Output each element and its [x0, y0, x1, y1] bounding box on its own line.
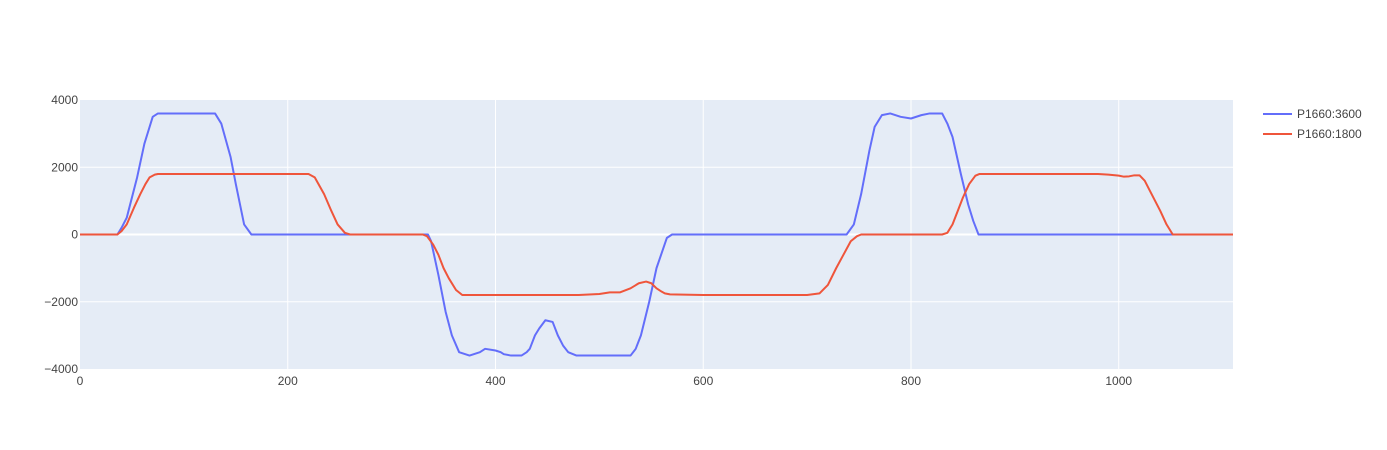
x-tick-label: 800: [901, 374, 921, 388]
legend-label: P1660:3600: [1297, 107, 1362, 121]
y-tick-label: 0: [71, 228, 78, 242]
legend-item[interactable]: P1660:1800: [1263, 127, 1362, 141]
series-line-2: [80, 172, 1233, 297]
x-tick-label: 1000: [1105, 374, 1132, 388]
series-line-1: [80, 112, 1233, 357]
y-tick-label: 2000: [51, 160, 78, 174]
y-tick-label: 4000: [51, 93, 78, 107]
x-tick-label: 0: [77, 374, 84, 388]
y-tick-label: −4000: [44, 362, 78, 376]
legend-label: P1660:1800: [1297, 127, 1362, 141]
x-tick-label: 200: [278, 374, 298, 388]
y-tick-label: −2000: [44, 295, 78, 309]
x-axis-ticks: 0 200 400 600 800 1000: [77, 374, 1133, 388]
x-tick-label: 600: [693, 374, 713, 388]
legend-item[interactable]: P1660:3600: [1263, 107, 1362, 121]
y-axis-ticks: −4000 −2000 0 2000 4000: [44, 93, 78, 376]
series-lines: [80, 112, 1233, 357]
x-tick-label: 400: [485, 374, 505, 388]
legend[interactable]: P1660:3600 P1660:1800: [1263, 107, 1362, 141]
